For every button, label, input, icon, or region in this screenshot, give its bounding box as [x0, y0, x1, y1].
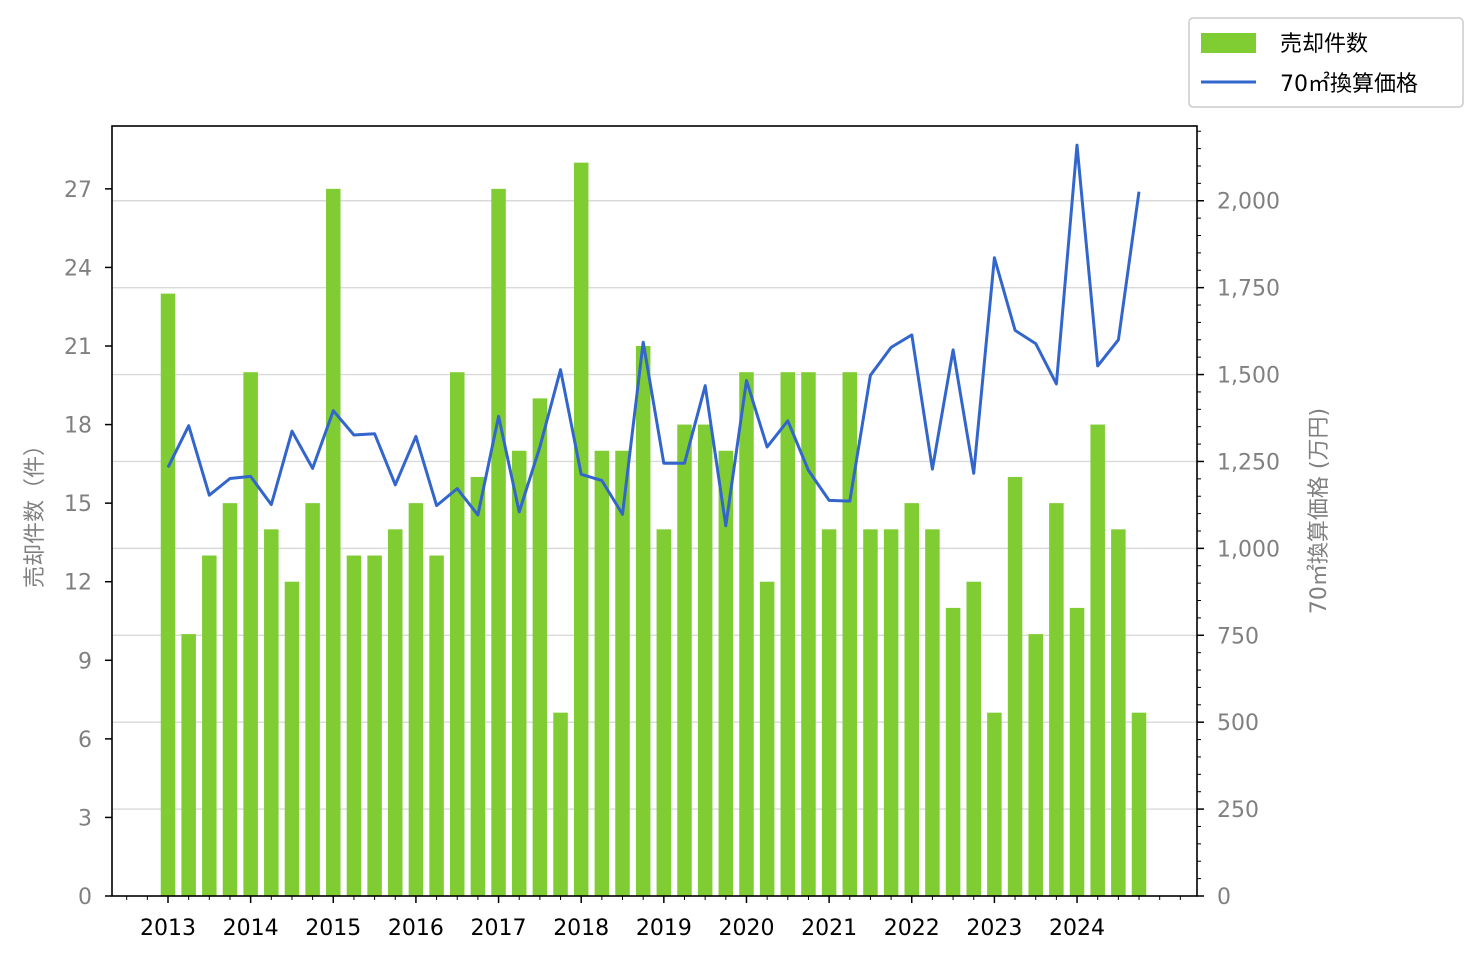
bar-0	[160, 293, 176, 897]
bar-18	[532, 398, 548, 896]
bar-19	[553, 712, 568, 896]
bar-13	[429, 555, 444, 896]
bar-31	[801, 372, 816, 896]
bar-43	[1049, 503, 1064, 896]
x-tick-label-5: 2018	[553, 916, 609, 941]
bar-20	[573, 162, 589, 896]
x-tick-label-2: 2015	[305, 916, 361, 941]
left-tick-label-3: 9	[78, 649, 92, 674]
bar-47	[1131, 712, 1147, 896]
bar-series	[160, 162, 1147, 897]
bar-28	[739, 372, 754, 896]
legend: 売却件数 70㎡換算価格	[1188, 17, 1464, 108]
bar-39	[966, 581, 981, 896]
bar-16	[491, 188, 506, 896]
bar-9	[346, 555, 362, 896]
bar-27	[718, 450, 734, 896]
left-tick-label-2: 6	[78, 728, 92, 753]
bar-37	[925, 529, 940, 896]
bar-14	[449, 372, 465, 896]
right-tick-label-5: 1,250	[1217, 450, 1280, 475]
right-tick-label-6: 1,500	[1217, 364, 1280, 389]
bar-45	[1090, 424, 1105, 896]
right-axis: 0 250 500 750 1,000 1,250 1,500 1,750 2,000	[1197, 130, 1280, 910]
bar-8	[326, 188, 341, 896]
left-tick-label-4: 12	[64, 571, 92, 596]
left-tick-label-7: 21	[64, 335, 92, 360]
bar-32	[821, 529, 837, 896]
bar-6	[284, 581, 300, 896]
x-axis: 2013 2014 2015 2016 2017 2018 2019 2020 2021 2022…	[126, 896, 1181, 941]
right-tick-label-8: 2,000	[1217, 190, 1280, 215]
bar-23	[635, 346, 651, 896]
left-axis: 0 3 6 9 12 15 18 21 24 27	[64, 178, 112, 910]
bar-26	[697, 424, 713, 896]
bar-29	[759, 581, 775, 896]
legend-bar-label: 売却件数	[1280, 32, 1368, 57]
right-tick-label-7: 1,750	[1217, 277, 1280, 302]
bar-44	[1069, 607, 1085, 896]
bar-22	[615, 450, 630, 896]
left-tick-label-9: 27	[64, 178, 92, 203]
bar-40	[987, 712, 1002, 896]
bar-15	[470, 476, 486, 896]
right-tick-label-3: 750	[1217, 624, 1259, 649]
x-tick-label-7: 2020	[718, 916, 774, 941]
bar-2	[202, 555, 217, 896]
bar-36	[904, 503, 920, 896]
legend-line-label: 70㎡換算価格	[1280, 71, 1418, 97]
bar-5	[264, 529, 279, 896]
left-tick-label-8: 24	[64, 256, 92, 281]
bar-24	[656, 529, 672, 896]
x-tick-label-4: 2017	[471, 916, 527, 941]
left-tick-label-0: 0	[78, 885, 92, 910]
bar-11	[388, 529, 403, 896]
bar-38	[945, 607, 961, 896]
bar-4	[243, 372, 258, 896]
x-tick-label-1: 2014	[223, 916, 279, 941]
bar-41	[1007, 476, 1023, 896]
x-tick-label-10: 2023	[966, 916, 1022, 941]
right-axis-title: 70㎡換算価格 (万円)	[1306, 408, 1332, 614]
x-tick-label-6: 2019	[636, 916, 692, 941]
plot-frame	[111, 125, 1198, 897]
bar-33	[842, 372, 858, 896]
right-tick-label-1: 250	[1217, 798, 1259, 823]
bar-12	[408, 503, 424, 896]
bar-7	[305, 503, 320, 896]
left-tick-label-1: 3	[78, 806, 92, 831]
left-axis-title: 売却件数（件）	[23, 434, 48, 588]
legend-bar-swatch	[1201, 33, 1256, 53]
left-tick-label-5: 15	[64, 492, 92, 517]
x-tick-label-9: 2022	[884, 916, 940, 941]
bar-21	[594, 450, 610, 896]
bar-46	[1111, 529, 1126, 896]
bar-10	[367, 555, 382, 896]
bar-25	[677, 424, 692, 896]
bar-1	[181, 634, 196, 896]
bar-42	[1028, 634, 1043, 896]
x-tick-label-0: 2013	[140, 916, 196, 941]
bar-35	[883, 529, 899, 896]
left-tick-label-6: 18	[64, 414, 92, 439]
x-tick-label-3: 2016	[388, 916, 444, 941]
bar-17	[511, 450, 527, 896]
bar-30	[780, 372, 796, 896]
bar-3	[222, 503, 238, 896]
right-tick-label-2: 500	[1217, 711, 1259, 736]
price-line	[166, 143, 1141, 528]
right-tick-label-0: 0	[1217, 885, 1231, 910]
x-tick-label-8: 2021	[801, 916, 857, 941]
legend-box	[1188, 17, 1464, 108]
bar-34	[863, 529, 878, 896]
x-tick-label-11: 2024	[1049, 916, 1105, 941]
right-tick-label-4: 1,000	[1217, 537, 1280, 562]
